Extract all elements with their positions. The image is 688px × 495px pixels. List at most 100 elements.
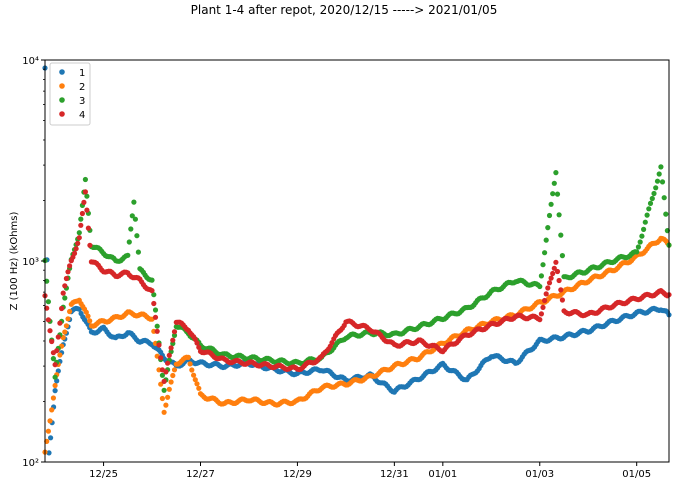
data-point: [165, 360, 171, 366]
x-tick-label: 12/25: [89, 469, 118, 480]
data-point: [163, 402, 169, 408]
data-point: [151, 292, 157, 298]
data-point: [170, 337, 176, 343]
data-point: [654, 178, 661, 184]
data-point: [45, 428, 52, 434]
data-point: [194, 340, 200, 346]
data-point: [125, 252, 131, 258]
data-point: [171, 329, 178, 335]
data-point: [551, 180, 557, 186]
data-point: [556, 277, 562, 284]
data-point: [60, 290, 66, 296]
series-4: [42, 189, 672, 384]
data-point: [540, 304, 546, 310]
data-point: [45, 299, 52, 305]
data-point: [556, 212, 562, 218]
data-point: [554, 268, 561, 275]
x-tick-label: 12/31: [380, 469, 409, 480]
legend: 1 2 3 4: [49, 62, 91, 126]
data-point: [65, 316, 71, 322]
data-point: [52, 388, 58, 394]
data-point: [49, 338, 55, 345]
data-point: [653, 185, 659, 191]
data-point: [170, 372, 176, 379]
data-point: [73, 246, 79, 252]
data-point: [62, 295, 68, 301]
data-point: [46, 450, 52, 456]
data-point: [135, 249, 141, 255]
data-point: [641, 226, 647, 232]
legend-label: 3: [79, 96, 85, 107]
data-point: [550, 270, 556, 277]
data-point: [187, 361, 193, 367]
data-point: [161, 387, 167, 393]
data-point: [50, 356, 57, 362]
data-point: [551, 265, 557, 271]
data-point: [540, 262, 546, 268]
data-point: [78, 216, 84, 222]
data-point: [87, 242, 93, 248]
data-point: [131, 199, 137, 205]
data-point: [76, 306, 82, 312]
data-point: [128, 226, 134, 232]
data-point: [87, 318, 93, 324]
data-point: [639, 233, 645, 239]
data-point: [558, 287, 564, 293]
data-point: [154, 323, 160, 329]
data-point: [85, 313, 91, 319]
data-point: [538, 311, 545, 317]
series-2: [42, 235, 672, 455]
data-point: [47, 328, 53, 334]
data-point: [658, 164, 664, 170]
data-point: [158, 355, 164, 361]
data-point: [196, 385, 202, 391]
data-point: [161, 378, 167, 384]
data-point: [185, 354, 191, 360]
x-tick-label: 01/01: [428, 469, 457, 480]
data-point: [656, 171, 662, 177]
y-tick-label: 10³: [22, 257, 39, 268]
data-point: [149, 277, 155, 283]
data-point: [163, 369, 169, 375]
data-point: [134, 233, 140, 239]
axes-frame: [44, 59, 670, 463]
data-point: [65, 269, 71, 275]
data-point: [543, 291, 549, 297]
data-point: [48, 435, 54, 441]
data-point: [152, 307, 159, 313]
y-tick-label: 10²: [22, 458, 39, 469]
y-axis-label: Z (100 Hz) (kOhms): [9, 212, 20, 311]
x-tick-label: 01/03: [525, 469, 554, 480]
data-point: [646, 206, 652, 212]
data-point: [166, 352, 172, 358]
data-point: [635, 244, 642, 250]
data-point: [553, 170, 559, 176]
data-point: [55, 334, 61, 340]
data-point: [649, 195, 655, 202]
legend-label: 4: [79, 110, 85, 121]
data-point: [196, 344, 202, 350]
data-point: [651, 190, 657, 197]
data-point: [644, 212, 650, 218]
data-point: [151, 300, 157, 307]
data-point: [546, 280, 553, 286]
data-point: [57, 352, 63, 358]
data-point: [49, 407, 55, 413]
data-point: [84, 193, 90, 199]
series-1: [42, 65, 672, 456]
data-point: [47, 418, 53, 424]
data-point: [83, 309, 89, 315]
data-point: [542, 297, 548, 304]
data-point: [558, 232, 564, 238]
legend-label: 2: [79, 82, 85, 93]
data-point: [78, 222, 84, 228]
data-point: [54, 348, 60, 354]
x-tick-label: 12/29: [283, 469, 312, 480]
data-point: [550, 191, 556, 197]
data-point: [76, 230, 82, 236]
data-point: [189, 367, 195, 373]
data-point: [156, 342, 162, 348]
data-point: [63, 275, 69, 282]
